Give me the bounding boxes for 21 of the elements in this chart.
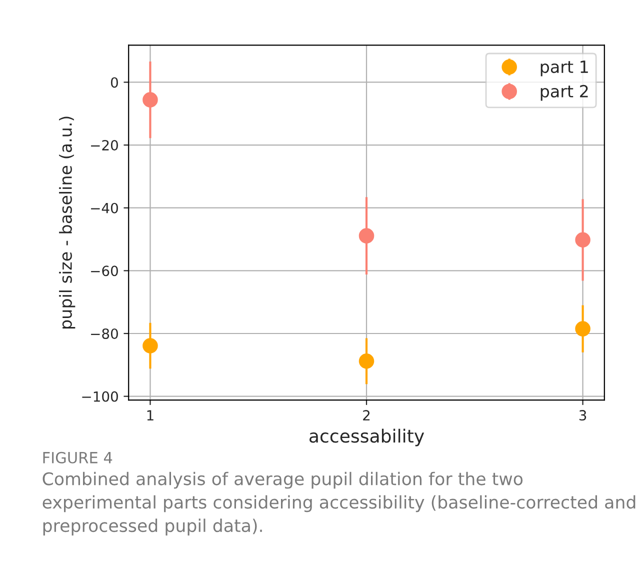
y-tick-label: −80 xyxy=(91,328,118,339)
legend-label: part 2 xyxy=(540,84,588,101)
x-tick-label: 1 xyxy=(147,410,154,420)
y-tick-label: −20 xyxy=(91,140,118,151)
x-tick-label: 3 xyxy=(579,410,586,421)
point xyxy=(142,338,158,354)
y-tick-label: −100 xyxy=(82,391,118,402)
text: Combined analysis of average pupil dilation for the two experimental parts considering accessibility (baseline-corrected and preprocessed pupil data). xyxy=(42,472,636,536)
point xyxy=(358,354,374,369)
x-tick-label: 2 xyxy=(363,410,370,420)
point xyxy=(575,232,590,248)
point xyxy=(358,228,374,244)
x-axis-title: accessability xyxy=(310,428,424,446)
y-tick-label: −60 xyxy=(91,266,118,276)
caption: FIGURE 4 xyxy=(43,452,112,464)
y-tick-label: 0 xyxy=(110,77,118,88)
legend-label: part 1 xyxy=(540,60,588,76)
point xyxy=(142,92,158,108)
point xyxy=(575,321,590,336)
y-axis-title: pupil size - baseline (a.u.) xyxy=(59,116,76,328)
y-tick-label: −40 xyxy=(91,202,118,214)
